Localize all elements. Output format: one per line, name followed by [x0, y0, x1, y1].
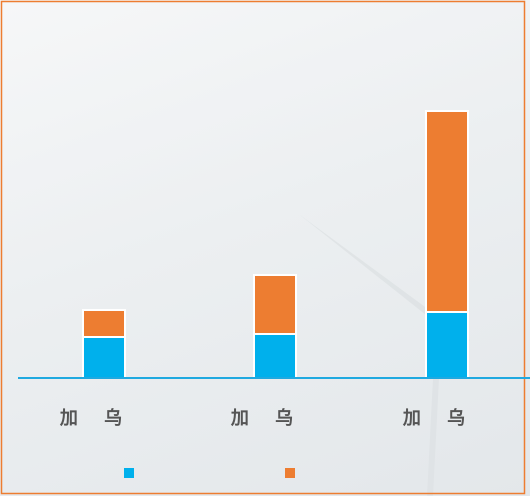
bar-segment [425, 311, 469, 379]
bar-segment [82, 309, 126, 338]
bar-segment [425, 110, 469, 313]
bar-segment [253, 333, 297, 379]
x-tick-label: 加 乌 [59, 407, 132, 429]
x-tick-label: 加 乌 [402, 407, 475, 429]
bar-segment [253, 274, 297, 335]
legend-swatch [285, 468, 295, 478]
x-tick-label: 加 乌 [230, 407, 303, 429]
legend-swatch [124, 468, 134, 478]
bar-segment [82, 336, 126, 379]
